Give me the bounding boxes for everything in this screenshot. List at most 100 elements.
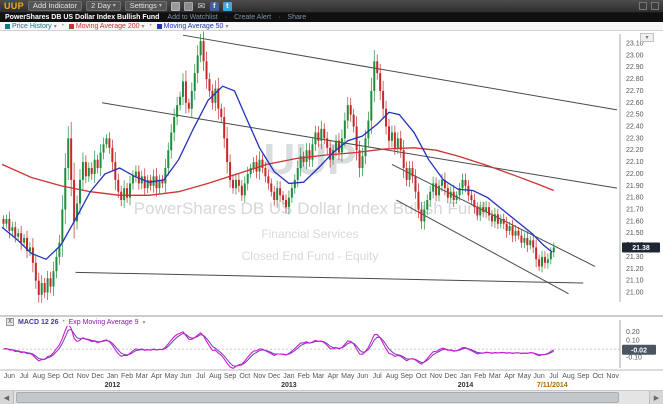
macd-indicator-header: X MACD 12 26 • Exp Moving Average 9 ▾ xyxy=(4,318,148,326)
top-toolbar: UUP Add Indicator 2 Day ▾ Settings ▾ ✉ f t xyxy=(0,0,663,13)
macd-signal-label[interactable]: Exp Moving Average 9 xyxy=(68,318,139,326)
svg-text:Dec: Dec xyxy=(268,373,281,380)
svg-text:May: May xyxy=(165,373,179,380)
legend-item-moving-average-50[interactable]: Moving Average 50 ▾ xyxy=(156,22,229,30)
action-separator: · xyxy=(224,14,228,21)
svg-text:Nov: Nov xyxy=(430,373,443,380)
settings-label: Settings xyxy=(129,1,157,11)
svg-text:Mar: Mar xyxy=(489,373,502,380)
titlebar-action-link[interactable]: Share xyxy=(287,14,307,21)
svg-text:21.00: 21.00 xyxy=(626,290,644,297)
legend-separator-dot: • xyxy=(149,23,152,29)
svg-text:21.70: 21.70 xyxy=(626,207,644,214)
svg-text:21.20: 21.20 xyxy=(626,266,644,273)
svg-text:23.00: 23.00 xyxy=(626,52,644,59)
facebook-icon[interactable]: f xyxy=(209,1,219,11)
svg-text:Sep: Sep xyxy=(47,373,60,380)
timeframe-value: 2 Day xyxy=(91,1,111,11)
price-chart-canvas[interactable]: 23.10 23.00 22.90 22.80 22.70 22.60 22.50 22.40… xyxy=(0,31,663,390)
legend-color-marker xyxy=(156,23,162,29)
instrument-titlebar: PowerShares DB US Dollar Index Bullish F… xyxy=(0,13,663,22)
svg-text:May: May xyxy=(341,373,355,380)
macd-plot[interactable] xyxy=(2,322,620,370)
timeframe-dropdown[interactable]: 2 Day ▾ xyxy=(86,1,121,11)
svg-text:Apr: Apr xyxy=(504,373,516,380)
titlebar-action-link[interactable]: Add to Watchlist xyxy=(167,14,218,21)
svg-text:Nov: Nov xyxy=(606,373,619,380)
svg-text:Jul: Jul xyxy=(196,373,205,380)
svg-text:Aug: Aug xyxy=(386,373,399,380)
legend-item-price-history[interactable]: Price History ▾ xyxy=(5,23,57,30)
svg-text:Jul: Jul xyxy=(549,373,558,380)
indicator-legend-bar: Price History ▾ • Moving Average 200 ▾ • Movin… xyxy=(0,22,663,31)
chevron-down-icon: ▾ xyxy=(112,3,116,9)
svg-text:Nov: Nov xyxy=(253,373,266,380)
svg-text:May: May xyxy=(518,373,532,380)
macd-line xyxy=(3,322,555,370)
svg-text:Jul: Jul xyxy=(20,373,29,380)
print-icon[interactable] xyxy=(183,1,193,11)
scrollbar-thumb[interactable] xyxy=(16,392,619,403)
horizontal-scrollbar[interactable]: ◀ ▶ xyxy=(0,390,663,404)
svg-text:Feb: Feb xyxy=(298,373,310,380)
time-axis-labels: Jun Jul Aug Sep Oct Nov Dec Jan Feb Mar Apr May Jun J… xyxy=(4,373,620,389)
svg-text:Oct: Oct xyxy=(592,373,603,380)
svg-text:Oct: Oct xyxy=(63,373,74,380)
add-indicator-button[interactable]: Add Indicator xyxy=(27,1,83,11)
scroll-left-arrow[interactable]: ◀ xyxy=(0,391,14,404)
action-separator: · xyxy=(278,14,281,21)
svg-text:Jun: Jun xyxy=(533,373,544,380)
legend-label: Moving Average 200 xyxy=(75,22,140,30)
legend-color-marker xyxy=(5,23,10,29)
svg-text:Feb: Feb xyxy=(474,373,486,380)
svg-text:22.50: 22.50 xyxy=(626,112,644,119)
chevron-down-icon: ▾ xyxy=(225,23,229,30)
titlebar-actions: Add to Watchlist · Create Alert · Share xyxy=(167,14,306,21)
svg-text:Sep: Sep xyxy=(400,373,413,380)
scroll-right-arrow[interactable]: ▶ xyxy=(649,391,663,404)
ma50-line[interactable] xyxy=(1,85,553,261)
ma200-line[interactable] xyxy=(1,147,555,196)
svg-text:0.20: 0.20 xyxy=(626,329,640,336)
fullscreen-icon[interactable] xyxy=(651,2,659,10)
price-axis-labels: 23.10 23.00 22.90 22.80 22.70 22.60 22.50 22.40… xyxy=(626,40,644,296)
legend-color-marker xyxy=(68,23,74,29)
svg-text:21.30: 21.30 xyxy=(626,254,644,261)
symbol-label: UUP xyxy=(4,1,24,11)
svg-text:Dec: Dec xyxy=(445,373,458,380)
svg-text:22.10: 22.10 xyxy=(626,159,644,166)
close-indicator-button[interactable]: X xyxy=(6,318,14,326)
chart-menu-icon[interactable]: ▾ xyxy=(640,33,654,42)
scrollbar-track[interactable] xyxy=(14,391,649,404)
svg-text:21.50: 21.50 xyxy=(626,230,644,237)
svg-text:Nov: Nov xyxy=(77,373,90,380)
legend-label: Price History xyxy=(12,22,52,30)
svg-text:Jun: Jun xyxy=(357,373,368,380)
svg-text:Mar: Mar xyxy=(136,373,149,380)
save-icon[interactable] xyxy=(170,1,180,11)
svg-text:Sep: Sep xyxy=(577,373,590,380)
svg-text:21.60: 21.60 xyxy=(626,218,644,225)
trendline xyxy=(75,271,584,284)
legend-separator-dot: • xyxy=(62,319,65,325)
email-icon[interactable]: ✉ xyxy=(197,0,206,11)
macd-label[interactable]: MACD 12 26 xyxy=(18,318,59,326)
svg-text:22.20: 22.20 xyxy=(626,147,644,154)
twitter-icon[interactable]: t xyxy=(222,1,232,11)
titlebar-action-link[interactable]: Create Alert xyxy=(234,14,272,21)
svg-text:22.30: 22.30 xyxy=(626,135,644,142)
svg-text:Jun: Jun xyxy=(4,373,15,380)
candles[interactable] xyxy=(2,31,555,303)
settings-dropdown[interactable]: Settings ▾ xyxy=(124,1,167,11)
layout-icon[interactable] xyxy=(639,2,647,10)
svg-text:Jan: Jan xyxy=(460,373,471,380)
svg-text:Jul: Jul xyxy=(373,373,382,380)
svg-text:22.90: 22.90 xyxy=(626,64,644,71)
trendline xyxy=(391,163,596,267)
svg-text:2014: 2014 xyxy=(458,382,474,389)
svg-text:-0.02: -0.02 xyxy=(631,347,647,354)
chevron-down-icon: ▾ xyxy=(158,3,162,9)
legend-label: Moving Average 50 xyxy=(163,22,224,30)
svg-text:Apr: Apr xyxy=(151,373,163,380)
legend-item-moving-average-200[interactable]: Moving Average 200 ▾ xyxy=(68,22,145,30)
